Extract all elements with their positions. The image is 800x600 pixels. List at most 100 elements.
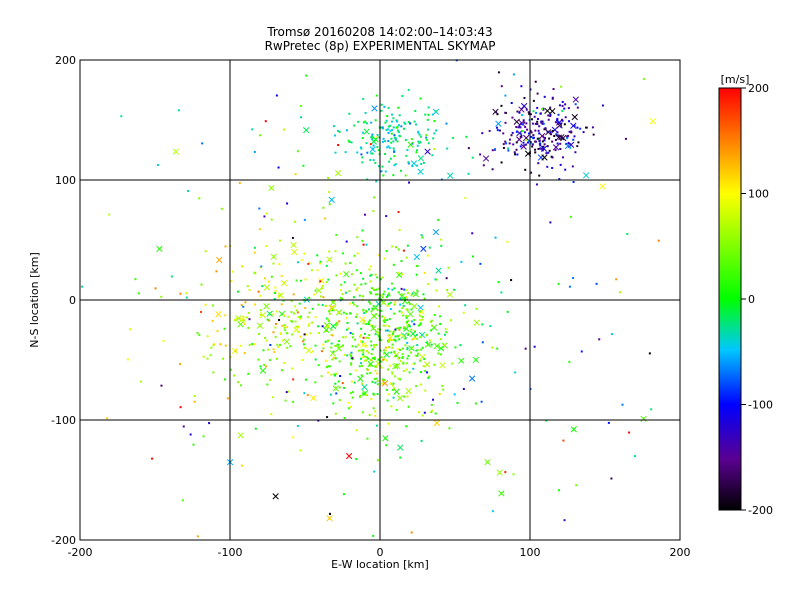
data-point: [569, 215, 572, 218]
data-point: [607, 421, 610, 424]
data-point: [520, 143, 527, 150]
data-point: [350, 363, 353, 366]
data-point: [525, 122, 528, 125]
data-point: [394, 163, 397, 166]
data-point: [247, 326, 250, 329]
data-point: [314, 289, 317, 292]
data-point: [369, 146, 376, 153]
colorbar-tick-label: 200: [748, 82, 769, 95]
data-point: [402, 327, 405, 330]
data-point: [373, 196, 376, 199]
data-point: [437, 345, 445, 352]
data-point: [352, 301, 355, 304]
data-point: [467, 172, 470, 175]
y-tick-label: 100: [55, 174, 76, 187]
data-point: [303, 392, 306, 395]
data-point: [265, 245, 268, 248]
data-point: [416, 349, 419, 352]
data-point: [242, 319, 245, 322]
data-point: [395, 137, 398, 140]
data-point: [511, 131, 514, 134]
data-point: [379, 278, 382, 281]
data-point: [334, 250, 337, 253]
data-point: [415, 333, 418, 336]
data-point: [364, 120, 367, 123]
data-point: [416, 354, 419, 357]
data-point: [549, 106, 552, 109]
data-point: [380, 339, 383, 342]
data-point: [569, 146, 572, 149]
data-point: [355, 269, 358, 272]
data-point: [391, 346, 394, 349]
data-point: [529, 129, 532, 132]
data-point: [407, 88, 410, 91]
data-point: [549, 131, 552, 134]
data-point: [270, 275, 273, 278]
data-point: [320, 375, 323, 378]
data-point: [361, 383, 368, 391]
data-point: [415, 151, 418, 154]
data-point: [435, 129, 438, 132]
data-point: [510, 279, 513, 282]
data-point: [397, 444, 404, 451]
data-point: [542, 122, 545, 125]
data-point: [519, 126, 522, 129]
data-point: [415, 385, 418, 388]
data-point: [185, 296, 188, 299]
data-point: [268, 184, 275, 192]
colorbar-label: [m/s]: [721, 73, 750, 86]
data-point: [325, 264, 328, 267]
data-point: [246, 285, 249, 288]
data-point: [567, 142, 570, 145]
data-point: [272, 493, 279, 500]
data-point: [518, 111, 521, 114]
data-point: [537, 147, 540, 150]
data-point: [415, 349, 418, 352]
data-point: [585, 126, 588, 129]
data-point: [274, 335, 277, 338]
data-point: [268, 319, 271, 322]
data-point: [322, 347, 325, 350]
data-point: [327, 278, 330, 281]
data-point: [353, 381, 356, 384]
data-point: [376, 146, 379, 149]
data-point: [547, 118, 550, 121]
data-point: [407, 141, 414, 148]
data-point: [181, 499, 184, 502]
data-point: [285, 391, 288, 394]
data-point: [372, 304, 379, 312]
data-point: [386, 346, 389, 349]
y-tick-label: 0: [69, 294, 76, 307]
data-point: [543, 143, 546, 146]
data-point: [538, 139, 541, 142]
data-point: [520, 102, 528, 110]
data-point: [396, 120, 399, 123]
data-point: [403, 288, 406, 291]
data-point: [386, 146, 389, 149]
data-point: [356, 305, 359, 308]
data-point: [367, 308, 370, 311]
data-point: [339, 296, 342, 299]
data-point: [332, 385, 339, 392]
data-point: [193, 400, 196, 403]
data-point: [370, 292, 373, 295]
data-point: [311, 350, 314, 353]
data-point: [238, 181, 241, 184]
data-point: [237, 381, 240, 384]
data-point: [335, 274, 338, 277]
data-point: [360, 357, 363, 360]
data-point: [423, 361, 431, 368]
data-point: [311, 321, 314, 324]
data-point: [247, 372, 250, 375]
data-point: [422, 293, 425, 296]
data-point: [418, 314, 421, 317]
data-point: [390, 351, 393, 354]
data-point: [508, 142, 511, 145]
data-point: [357, 120, 360, 123]
data-point: [574, 103, 577, 106]
data-point: [488, 129, 491, 132]
data-point: [253, 251, 256, 254]
data-point: [385, 444, 388, 447]
data-point: [598, 338, 601, 341]
data-point: [386, 339, 389, 342]
